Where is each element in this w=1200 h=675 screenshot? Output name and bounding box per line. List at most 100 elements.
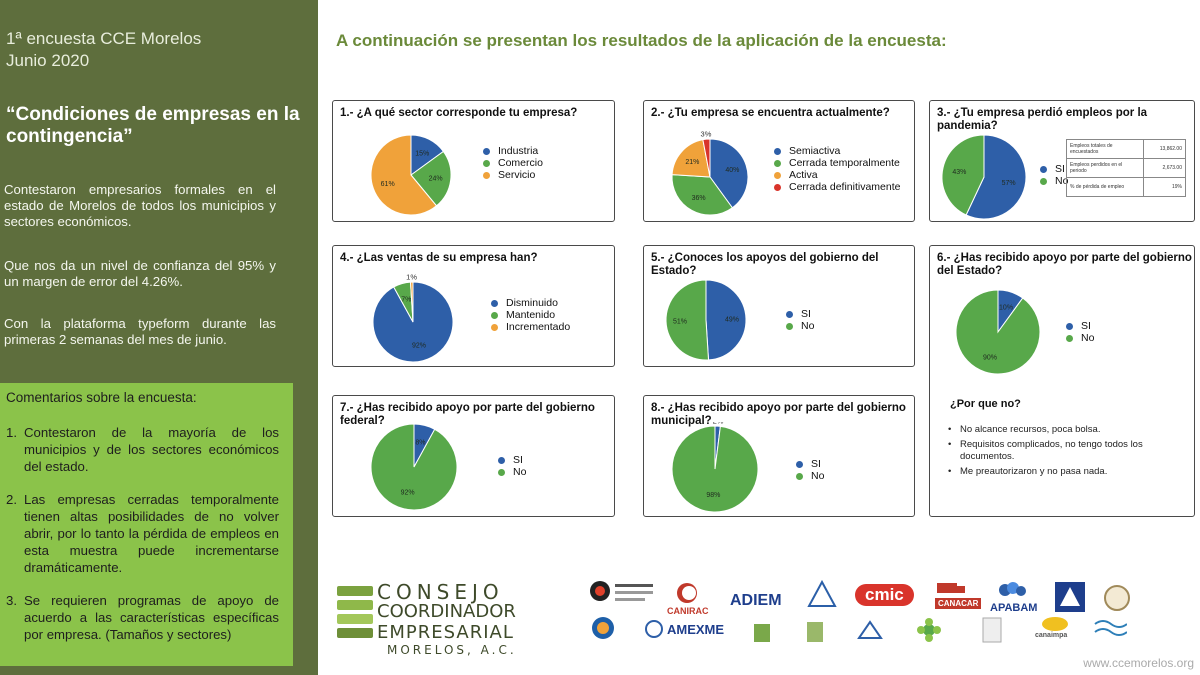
legend-swatch [796, 472, 803, 480]
comment-item: 3. Se requieren programas de apoyo de acu… [6, 592, 279, 643]
comment-item: 2. Las empresas cerradas temporalmente ti… [6, 491, 279, 576]
legend-item: No [1066, 332, 1094, 344]
why-not-title: ¿Por que no? [950, 398, 1021, 410]
partner-tent-icon [807, 580, 837, 607]
legend-q4: Disminuido Mantenido Incrementado [491, 297, 570, 333]
legend-swatch [483, 147, 490, 155]
footer-url[interactable]: www.ccemorelos.org [1083, 656, 1194, 670]
legend-swatch [774, 171, 781, 179]
legend-swatch [491, 323, 498, 331]
legend-label: Activa [789, 169, 818, 181]
legend-label: SI [513, 454, 523, 466]
legend-item: Disminuido [491, 297, 570, 309]
partner-apabam-icon [999, 582, 1026, 596]
table-cell-label: Empleos totales de encuestados [1066, 139, 1144, 159]
partner-amexme-icon [645, 620, 663, 638]
chart-title: 3.- ¿Tu empresa perdió empleos por la pa… [937, 107, 1148, 132]
chart-title: 2.- ¿Tu empresa se encuentra actualmente… [651, 107, 890, 119]
legend-swatch [786, 310, 793, 318]
chart-title: 5.- ¿Conoces los apoyos del gobierno del… [651, 252, 879, 277]
legend-item: Mantenido [491, 309, 570, 321]
table-cell-value: 13,862.00 [1143, 139, 1186, 159]
legend-swatch [796, 460, 803, 468]
legend-q7: SI No [498, 454, 526, 478]
pie-slice-incrementado [409, 281, 414, 323]
pie-slice-activa [671, 139, 711, 178]
comment-number: 1. [6, 425, 17, 440]
legend-swatch [786, 322, 793, 330]
pie-value-label: 21% [685, 159, 699, 166]
table-row: % de pérdida de empleo 19% [1066, 177, 1186, 197]
chart-card-q3: 3.- ¿Tu empresa perdió empleos por la pa… [929, 100, 1195, 222]
chart-title: 8.- ¿Has recibido apoyo por parte del go… [651, 402, 906, 427]
partner-arx-logo [857, 620, 883, 639]
table-cell-label: % de pérdida de empleo [1066, 177, 1144, 197]
pie-chart-q3: 57% 43% [941, 134, 1027, 220]
intro-paragraph-2: Que nos da un nivel de confianza del 95%… [4, 258, 276, 289]
legend-item: SI [1066, 320, 1094, 332]
pie-value-label: 15% [415, 150, 429, 157]
partner-canaimpa-icon [1042, 617, 1068, 631]
legend-item: No [786, 320, 814, 332]
legend-swatch [483, 171, 490, 179]
pie-chart-q2: 40% 36% 21% 3% [671, 130, 749, 216]
cce-logo: CONSEJO COORDINADOR EMPRESARIAL MORELOS,… [337, 580, 537, 660]
pie-slice-cerrada-temporalmente [671, 174, 734, 216]
chart-title: 1.- ¿A qué sector corresponde tu empresa… [340, 107, 578, 119]
legend-item: No [498, 466, 526, 478]
employment-table: Empleos totales de encuestados 13,862.00 … [1066, 139, 1186, 197]
pie-slice-servicio [370, 134, 438, 216]
legend-label: No [811, 470, 825, 482]
table-row: Empleos perdidos en el periodo 2,673.00 [1066, 158, 1186, 178]
legend-item: Cerrada definitivamente [774, 181, 900, 193]
legend-label: Mantenido [506, 309, 556, 321]
legend-label: No [801, 320, 815, 332]
pie-slice-si [965, 134, 1027, 220]
pie-chart-q8: 2% 98% [671, 422, 759, 513]
legend-label: Comercio [498, 157, 543, 169]
comments-box: Comentarios sobre la encuesta: 1. Contest… [0, 383, 293, 666]
legend-label: Incrementado [506, 321, 571, 333]
logo-line-1: CONSEJO [377, 580, 504, 604]
comments-list: 1. Contestaron de la mayoría de los munic… [6, 424, 279, 643]
survey-date: Junio 2020 [6, 51, 90, 70]
legend-item: SI [796, 458, 824, 470]
legend-item: Cerrada temporalmente [774, 157, 900, 169]
legend-item: SI [498, 454, 526, 466]
legend-label: SI [811, 458, 821, 470]
pie-value-label: 10% [999, 305, 1013, 312]
legend-label: Industria [498, 145, 539, 157]
legend-swatch [1040, 165, 1047, 173]
legend-item: Servicio [483, 169, 543, 181]
legend-swatch [1066, 322, 1073, 330]
legend-swatch [774, 183, 781, 191]
legend-item: Incrementado [491, 321, 570, 333]
legend-q6: SI No [1066, 320, 1094, 344]
partner-doc-icon [982, 617, 1002, 643]
pie-value-label: 8% [415, 440, 425, 447]
pie-slice-cerrada-definitivamente [702, 138, 711, 178]
partner-logo-canirac: CANIRAC [667, 606, 709, 616]
partner-circle-logo [592, 617, 614, 639]
legend-label: SI [1081, 320, 1091, 332]
pie-slice-no [955, 289, 1041, 375]
chart-card-q6: 6.- ¿Has recibido apoyo por parte del go… [929, 245, 1195, 517]
pie-value-label: 49% [725, 317, 739, 324]
legend-label: No [1055, 175, 1069, 187]
pie-value-label: 92% [412, 343, 426, 350]
partner-building-icon [754, 624, 770, 642]
pie-value-label: 3% [701, 130, 712, 139]
partner-truck-icon [937, 583, 965, 593]
intro-paragraph-1: Contestaron empresarios formales en el e… [4, 182, 276, 229]
comment-number: 3. [6, 593, 17, 608]
legend-label: Semiactiva [789, 145, 841, 157]
partner-document-logo [615, 584, 653, 601]
comment-text: Las empresas cerradas temporalmente tien… [24, 492, 279, 575]
table-row: Empleos totales de encuestados 13,862.00 [1066, 139, 1186, 159]
why-not-item: Me preautorizaron y no pasa nada. [948, 466, 1188, 478]
survey-name: 1ª encuesta CCE Morelos [6, 29, 202, 48]
partner-triangle-logo [1055, 582, 1085, 612]
survey-header: 1ª encuesta CCE Morelos Junio 2020 [6, 28, 201, 72]
results-heading: A continuación se presentan los resultad… [336, 31, 947, 50]
comment-text: Se requieren programas de apoyo de acuer… [24, 593, 279, 642]
